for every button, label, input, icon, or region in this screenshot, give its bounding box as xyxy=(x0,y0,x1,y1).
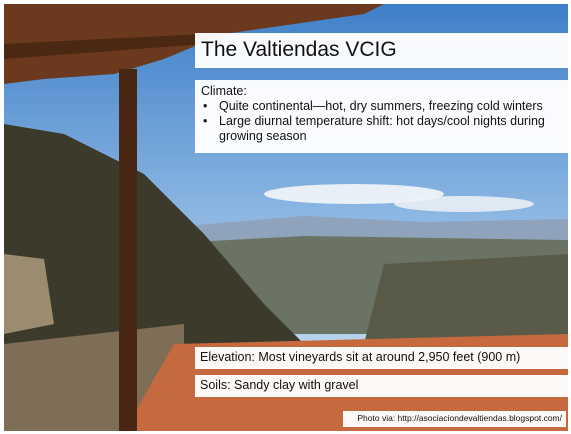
climate-heading: Climate: xyxy=(201,84,562,99)
soils: Soils: Sandy clay with gravel xyxy=(195,375,568,397)
climate-bullet: Large diurnal temperature shift: hot day… xyxy=(219,114,562,144)
climate-bullet: Quite continental—hot, dry summers, free… xyxy=(219,99,562,114)
climate-box: Climate: Quite continental—hot, dry summ… xyxy=(195,80,568,153)
slide: The Valtiendas VCIG Climate: Quite conti… xyxy=(0,0,571,434)
elevation: Elevation: Most vineyards sit at around … xyxy=(195,347,568,369)
climate-list: Quite continental—hot, dry summers, free… xyxy=(201,99,562,144)
photo-credit: Photo via: http://asociaciondevaltiendas… xyxy=(343,411,566,427)
title: The Valtiendas VCIG xyxy=(195,33,568,68)
